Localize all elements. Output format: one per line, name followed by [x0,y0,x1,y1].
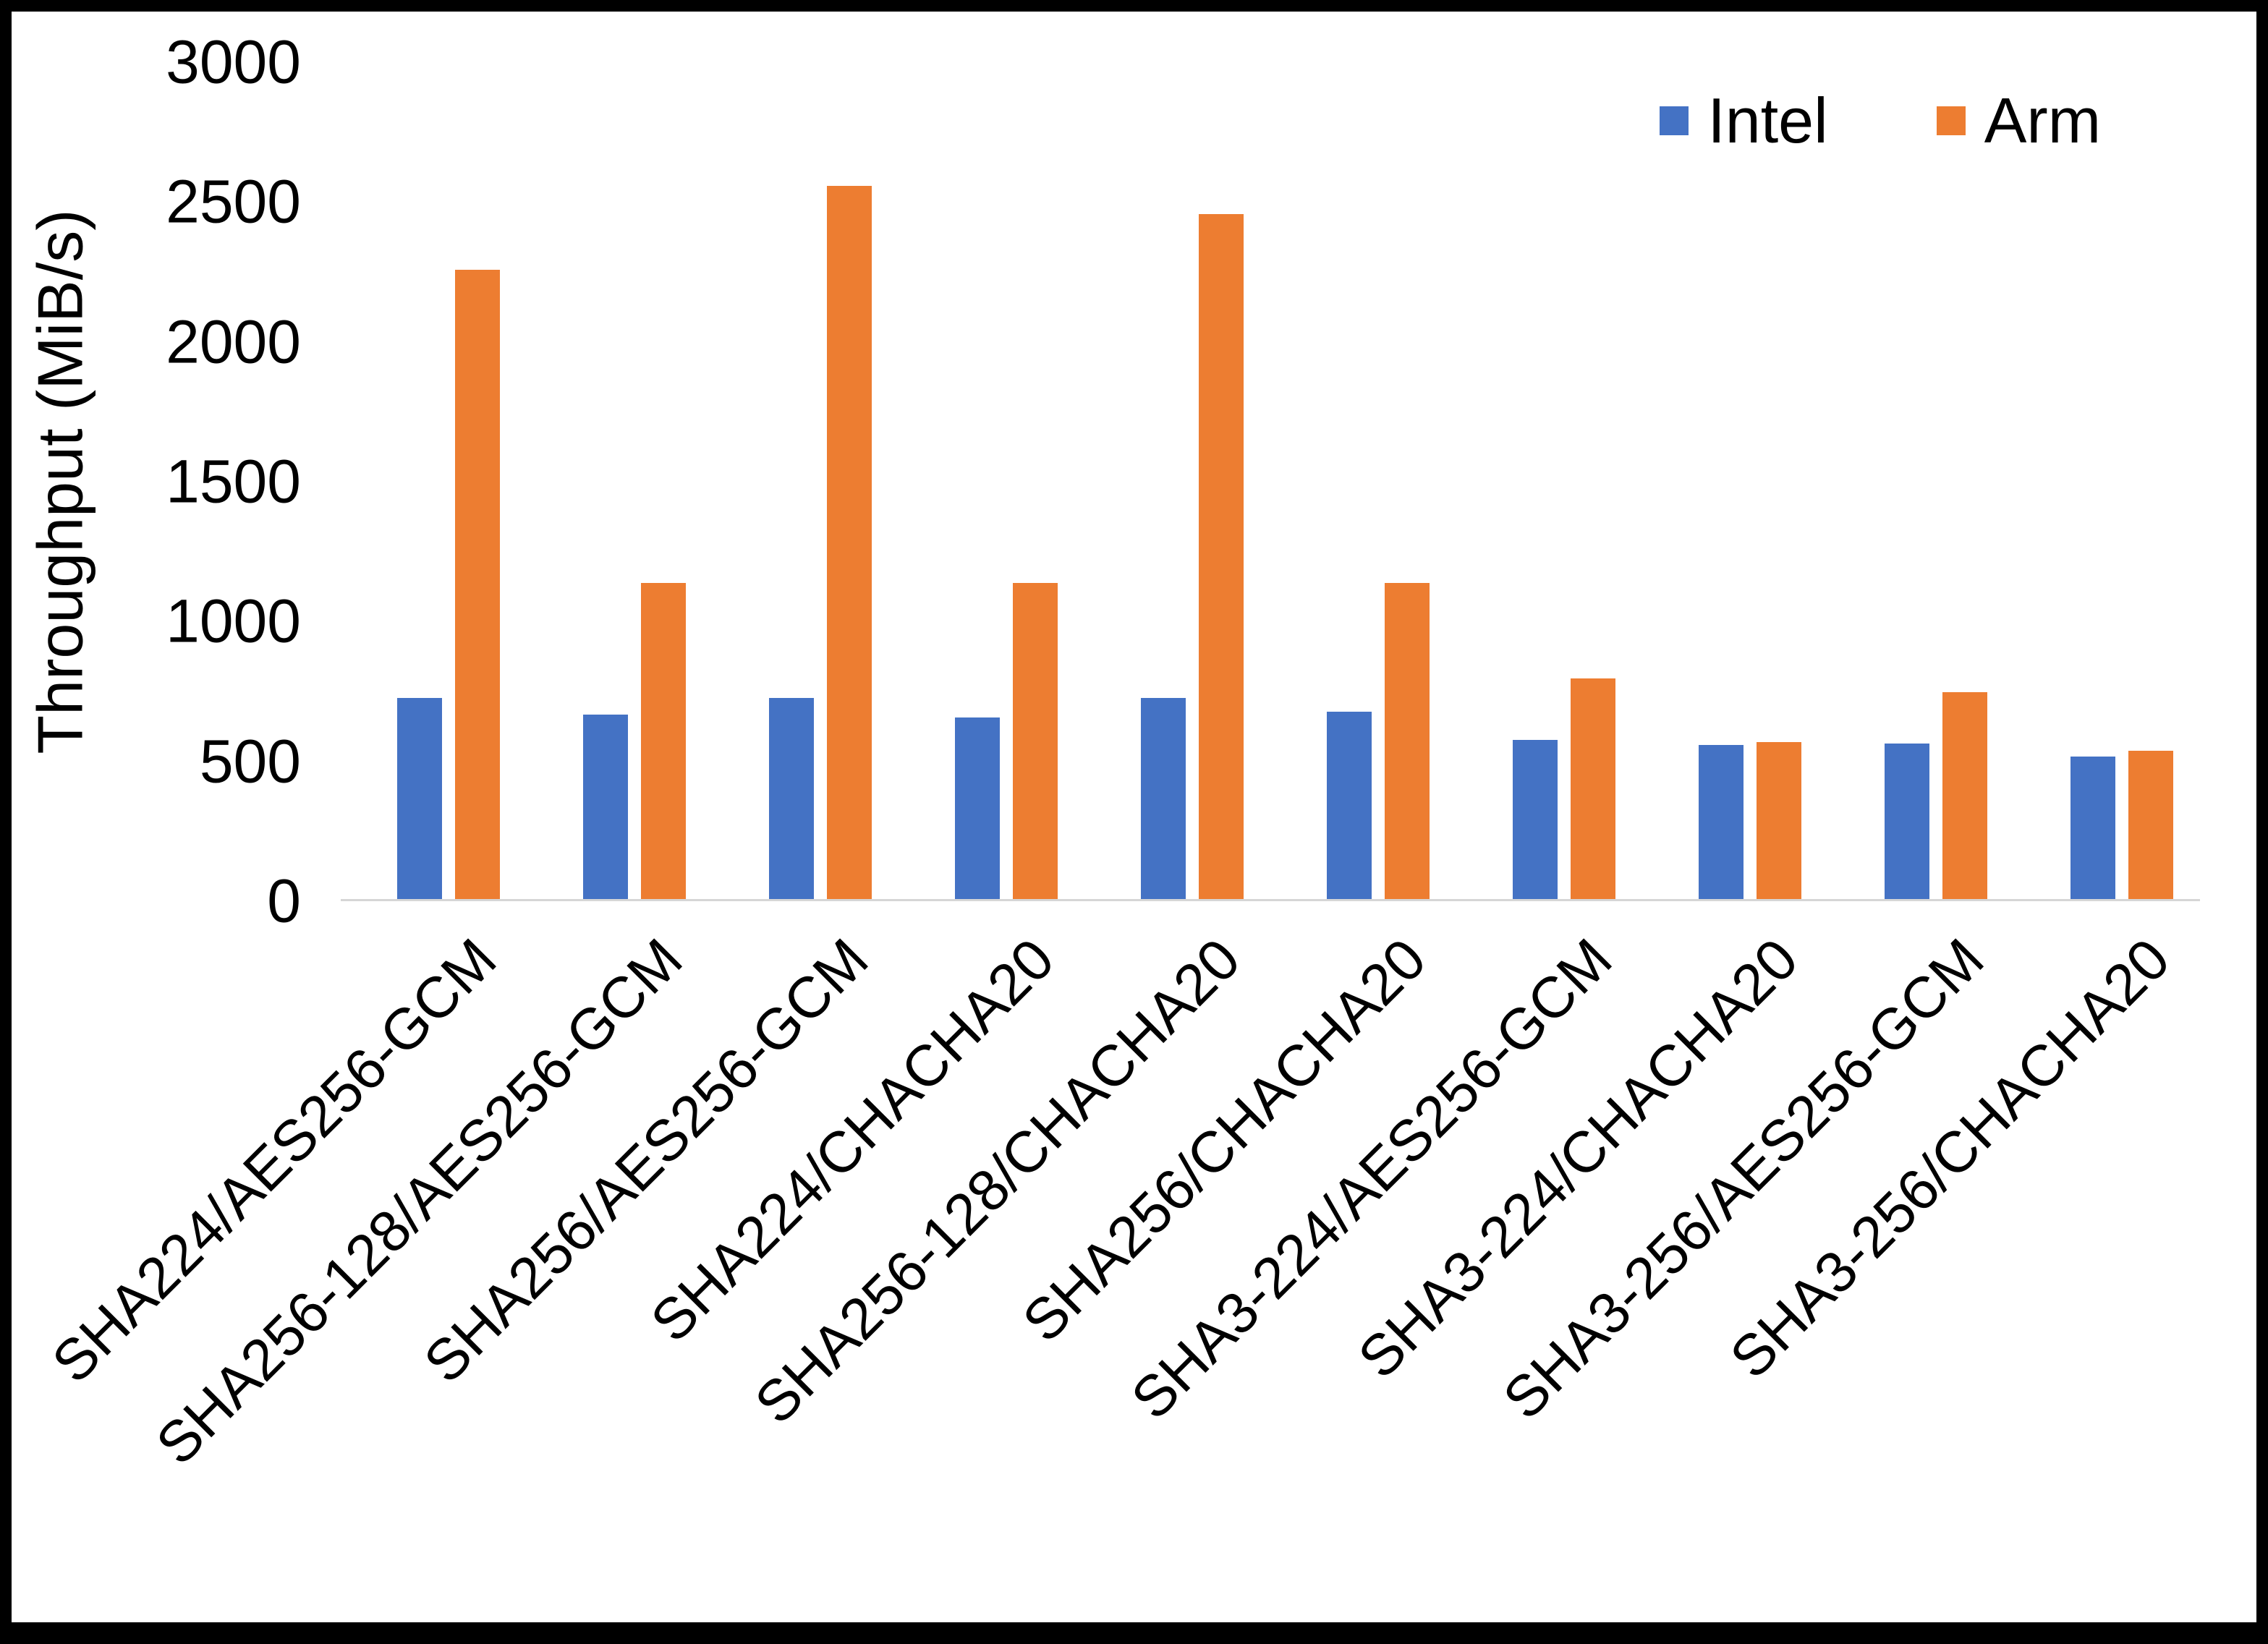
bar-intel-6 [1513,740,1558,899]
legend-swatch-icon [1936,106,1966,135]
bar-arm-3 [1013,583,1058,899]
bar-arm-1 [641,583,686,899]
y-axis-title: Throughput (MiB/s) [25,209,96,754]
x-tick-label: SHA256-128/AES256-GCM [143,926,695,1477]
bar-intel-4 [1141,698,1186,899]
bar-arm-6 [1571,678,1615,899]
x-tick-label: SHA224/AES256-GCM [39,926,509,1395]
bar-intel-7 [1699,745,1744,899]
legend-label: Arm [1984,85,2101,156]
bar-intel-5 [1327,712,1372,899]
bar-intel-1 [583,715,628,899]
legend-label: Intel [1707,85,1828,156]
plot-area [341,62,2200,901]
x-tick-label: SHA3-224/CHACHA20 [1346,926,1810,1391]
bar-intel-2 [769,698,814,899]
bar-arm-0 [455,270,500,899]
y-axis-title-wrap: Throughput (MiB/s) [17,62,104,901]
x-tick-label: SHA256/AES256-GCM [411,926,880,1395]
legend-item-intel: Intel [1660,84,1828,158]
bar-arm-4 [1199,214,1244,899]
bar-intel-0 [397,698,442,899]
x-tick-label: SHA3-256/AES256-GCM [1490,926,1996,1431]
legend-swatch-icon [1660,106,1689,135]
x-tick-label: SHA3-224/AES256-GCM [1118,926,1624,1431]
bar-intel-3 [955,717,1000,899]
bar-arm-9 [2128,751,2173,899]
bar-arm-8 [1942,692,1987,899]
bar-intel-8 [1885,744,1929,899]
legend-item-arm: Arm [1936,84,2101,158]
bar-arm-7 [1757,742,1801,899]
bar-intel-9 [2070,757,2115,899]
bar-arm-2 [827,186,872,899]
x-tick-label: SHA224/CHACHA20 [638,926,1066,1354]
x-tick-label: SHA256-128/CHACHA20 [742,926,1252,1436]
x-tick-label: SHA3-256/CHACHA20 [1717,926,2182,1391]
x-tick-label: SHA256/CHACHA20 [1010,926,1438,1354]
bar-arm-5 [1385,583,1430,899]
legend: Intel Arm [1660,84,2101,158]
